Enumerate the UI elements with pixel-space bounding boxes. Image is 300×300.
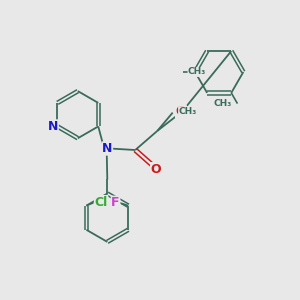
Text: CH₃: CH₃ [214, 99, 232, 108]
Text: N: N [48, 120, 58, 133]
Text: O: O [176, 105, 186, 118]
Text: N: N [102, 142, 112, 155]
Text: O: O [151, 163, 161, 176]
Text: Cl: Cl [94, 196, 108, 208]
Text: CH₃: CH₃ [188, 68, 206, 76]
Text: CH₃: CH₃ [178, 106, 197, 116]
Text: F: F [111, 196, 120, 209]
